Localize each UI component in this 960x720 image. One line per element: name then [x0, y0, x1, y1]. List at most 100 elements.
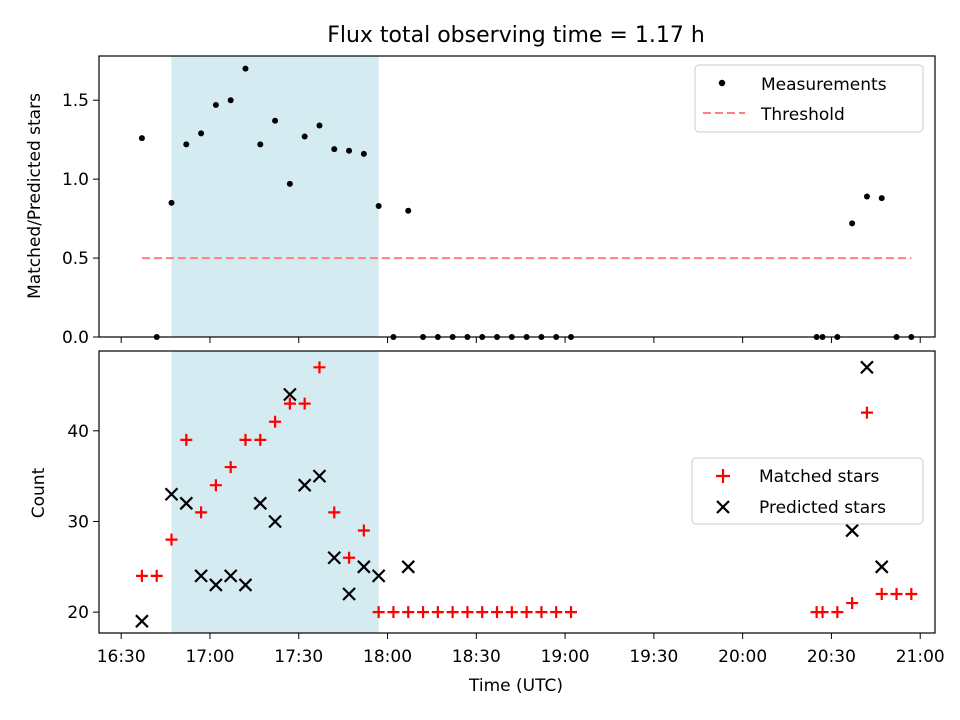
matched-star-point — [224, 461, 237, 474]
predicted-star-point — [253, 496, 268, 511]
top-panel: 0.0 0.5 1.0 1.5 Matched/Predicted stars Mea… — [25, 55, 936, 348]
top-axes-frame — [98, 55, 936, 338]
measurement-point — [242, 65, 249, 72]
top-points — [138, 65, 915, 340]
bottom-y-axis-label: Count — [29, 467, 49, 518]
measurement-point — [331, 146, 338, 153]
bottom-x-ticks: 16:30 17:00 17:30 18:00 18:30 19:00 19:30 20:00… — [97, 633, 945, 667]
top-y-ticks: 0.0 0.5 1.0 1.5 — [62, 91, 99, 348]
matched-star-point — [254, 433, 267, 446]
matched-star-point — [446, 606, 459, 619]
matched-star-point — [816, 606, 829, 619]
matched-star-point — [239, 433, 252, 446]
measurement-point — [301, 133, 308, 140]
bottom-points — [135, 360, 918, 628]
matched-star-point — [180, 433, 193, 446]
predicted-star-point — [312, 469, 327, 483]
matched-star-point — [209, 479, 222, 492]
chart-title: Flux total observing time = 1.17 h — [327, 23, 705, 48]
legend-label-threshold: Threshold — [760, 105, 845, 125]
matched-star-point — [491, 606, 504, 619]
measurement-point — [405, 207, 412, 214]
predicted-star-point — [342, 587, 356, 601]
top-y-axis-label: Matched/Predicted stars — [25, 93, 45, 299]
predicted-star-point — [135, 614, 149, 628]
predicted-star-point — [223, 569, 238, 583]
measurement-point — [138, 135, 145, 142]
x-tick-label: 18:00 — [363, 647, 412, 667]
matched-star-point — [890, 588, 903, 601]
matched-star-point — [831, 606, 844, 619]
matched-star-point — [846, 597, 859, 610]
matched-star-point — [298, 397, 311, 410]
matched-star-point — [476, 606, 489, 619]
matched-star-point — [372, 606, 385, 619]
measurement-point — [183, 141, 190, 148]
predicted-star-point — [283, 387, 297, 402]
x-tick-label: 17:00 — [185, 647, 234, 667]
measurement-point — [346, 147, 353, 154]
y-tick-label: 40 — [67, 422, 89, 442]
measurement-point — [272, 117, 279, 124]
matched-star-point — [269, 415, 282, 428]
matched-star-point — [550, 606, 563, 619]
predicted-star-point — [860, 360, 874, 375]
measurement-point — [878, 195, 885, 202]
measurement-point — [849, 220, 856, 227]
measurement-point — [360, 150, 367, 157]
legend-label-matched: Matched stars — [759, 467, 879, 487]
bottom-axes-frame — [98, 350, 936, 634]
predicted-star-point — [297, 478, 312, 492]
x-tick-label: 17:30 — [274, 647, 323, 667]
predicted-star-point — [194, 569, 208, 583]
matched-star-point — [150, 569, 163, 582]
legend-label-predicted: Predicted stars — [759, 498, 886, 518]
predicted-star-point — [209, 578, 223, 592]
matched-star-point — [860, 406, 873, 419]
measurement-point — [286, 180, 293, 187]
predicted-star-point — [327, 550, 342, 565]
bottom-legend-box — [691, 457, 924, 525]
matched-star-point — [535, 606, 548, 619]
x-tick-label: 16:30 — [97, 647, 146, 667]
matched-star-point — [905, 588, 918, 601]
measurement-point — [168, 199, 175, 206]
predicted-star-point — [179, 496, 194, 511]
measurement-point — [863, 193, 870, 200]
y-tick-label: 0.5 — [62, 249, 89, 269]
matched-star-point — [431, 606, 444, 619]
legend-label-measurements: Measurements — [761, 75, 887, 95]
top-x-ticks — [120, 337, 921, 343]
top-legend-box — [694, 64, 924, 133]
measurement-point — [212, 101, 219, 108]
top-legend: Measurements Threshold — [694, 64, 924, 133]
matched-star-point — [387, 606, 400, 619]
matched-star-point — [402, 606, 415, 619]
predicted-star-point — [268, 514, 282, 529]
predicted-star-point — [238, 578, 253, 592]
matched-star-point — [357, 524, 370, 537]
matched-star-point — [520, 606, 533, 619]
y-tick-label: 30 — [67, 512, 89, 532]
top-shaded-region — [171, 56, 379, 337]
predicted-star-point — [845, 523, 859, 538]
measurement-point — [198, 130, 205, 137]
y-tick-label: 20 — [67, 603, 89, 623]
measurement-point — [316, 122, 323, 129]
predicted-star-point — [164, 487, 179, 502]
predicted-star-point — [371, 569, 386, 583]
legend-marker-predicted — [716, 500, 730, 514]
predicted-star-point — [401, 560, 416, 574]
x-tick-label: 20:30 — [807, 647, 856, 667]
bottom-legend: Matched stars Predicted stars — [691, 457, 924, 525]
bottom-shaded-region — [171, 351, 379, 633]
predicted-star-point — [357, 560, 371, 574]
x-tick-label: 19:30 — [629, 647, 678, 667]
matched-star-point — [343, 551, 356, 564]
legend-marker-matched — [716, 469, 730, 483]
x-axis-label: Time (UTC) — [468, 676, 563, 696]
x-tick-label: 20:00 — [718, 647, 767, 667]
predicted-star-point — [874, 560, 889, 574]
y-tick-label: 1.5 — [62, 91, 89, 111]
